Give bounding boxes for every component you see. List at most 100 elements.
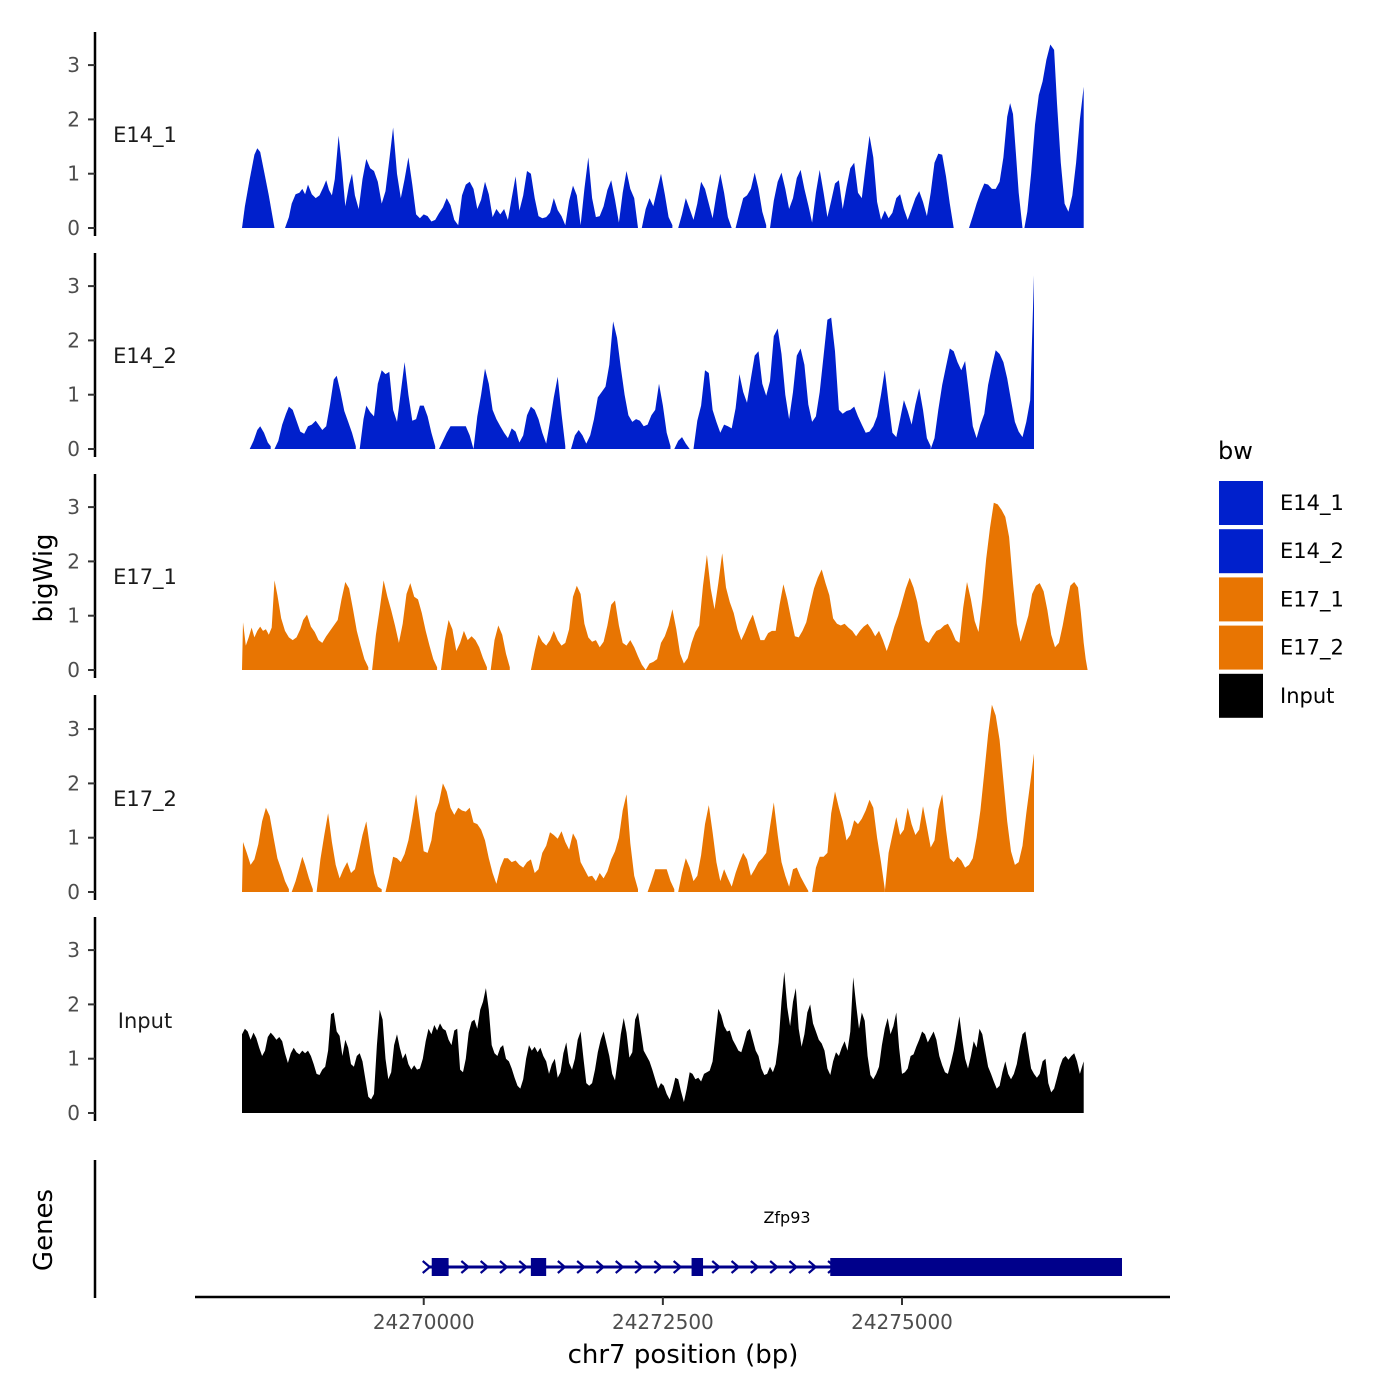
track-E17_2-area-7 bbox=[884, 704, 1034, 892]
strand-arrow-icon bbox=[595, 1260, 606, 1274]
strand-arrow-icon bbox=[808, 1260, 818, 1274]
track-E17_2-area-6 bbox=[812, 791, 885, 892]
x-tick-label: 24275000 bbox=[851, 1310, 953, 1334]
track-label-E17_1: E17_1 bbox=[113, 565, 177, 590]
track-E14_1-area-7 bbox=[1024, 44, 1084, 228]
strand-arrow-icon bbox=[615, 1260, 625, 1274]
track-E14_2-area-0 bbox=[249, 426, 271, 449]
x-axis: 24270000 24272500 24275000 bbox=[195, 1295, 1170, 1334]
legend-key-E14_1 bbox=[1219, 481, 1263, 525]
strand-arrow-icon bbox=[460, 1260, 471, 1274]
track-E17_1-area-2 bbox=[441, 620, 487, 670]
track-E17_1-y-tick-label: 0 bbox=[67, 658, 80, 682]
track-E14_2-area-8 bbox=[930, 275, 1034, 449]
track-E17_1-y-tick-label: 3 bbox=[67, 495, 80, 519]
x-axis-title: chr7 position (bp) bbox=[568, 1340, 799, 1370]
gene-exon-2 bbox=[691, 1258, 704, 1276]
track-E14_1-area-2 bbox=[641, 173, 673, 228]
track-Input-y-tick-label: 3 bbox=[67, 938, 80, 962]
strand-arrow-icon bbox=[576, 1260, 586, 1274]
track-E14_2-area-4 bbox=[473, 368, 566, 449]
strand-arrow-icon bbox=[422, 1260, 432, 1274]
track-E14_2-y-tick-label: 3 bbox=[67, 274, 80, 298]
track-E17_2-area-4 bbox=[647, 869, 675, 892]
track-E17_2: 0 1 2 3 E17_2 bbox=[67, 695, 1034, 904]
legend: bw E14_1 E14_2 E17_1 E17_2 Input bbox=[1218, 437, 1344, 718]
track-E14_2-area-5 bbox=[571, 321, 671, 449]
track-Input-area-0 bbox=[242, 971, 1084, 1113]
strand-arrow-icon bbox=[634, 1260, 644, 1274]
track-label-E14_2: E14_2 bbox=[113, 344, 177, 369]
legend-title: bw bbox=[1218, 437, 1253, 465]
legend-key-E14_2 bbox=[1219, 529, 1263, 574]
track-E17_1: 0 1 2 3 E17_1 bbox=[67, 474, 1088, 682]
legend-label-E17_1: E17_1 bbox=[1280, 587, 1344, 612]
track-E17_2-y-tick-label: 2 bbox=[67, 771, 80, 795]
strand-arrow-icon bbox=[518, 1260, 528, 1274]
strand-arrow-icon bbox=[788, 1260, 799, 1274]
track-E14_2: 0 1 2 3 E14_2 bbox=[67, 253, 1034, 461]
y-axis-title: bigWig bbox=[29, 533, 59, 622]
track-E14_2-area-2 bbox=[359, 362, 436, 449]
track-E14_2-y-tick-label: 0 bbox=[67, 437, 80, 461]
strand-arrow-icon bbox=[479, 1260, 490, 1274]
track-E17_2-area-1 bbox=[291, 856, 313, 892]
track-E17_1-area-5 bbox=[645, 502, 1088, 670]
legend-label-E17_2: E17_2 bbox=[1280, 636, 1344, 661]
track-label-Input: Input bbox=[118, 1009, 172, 1033]
strand-arrow-icon bbox=[711, 1260, 721, 1274]
track-E17_2-y-tick-label: 3 bbox=[67, 717, 80, 741]
track-E17_1-area-4 bbox=[530, 585, 646, 670]
strand-arrow-icon bbox=[672, 1260, 683, 1274]
track-E14_1-area-5 bbox=[770, 135, 954, 228]
track-E17_2-area-0 bbox=[242, 807, 289, 892]
legend-label-E14_2: E14_2 bbox=[1280, 539, 1344, 564]
gene-exon-3 bbox=[830, 1258, 1122, 1276]
track-E14_2-area-1 bbox=[274, 375, 356, 449]
strand-arrow-icon bbox=[653, 1260, 664, 1274]
track-E14_1-y-tick-label: 1 bbox=[67, 162, 80, 186]
track-E17_2-y-tick-label: 1 bbox=[67, 826, 80, 850]
track-E14_2-area-3 bbox=[439, 426, 474, 449]
track-E14_1-area-3 bbox=[678, 173, 732, 228]
x-tick-label: 24272500 bbox=[612, 1310, 714, 1334]
track-E14_1-y-tick-label: 3 bbox=[67, 53, 80, 77]
track-E14_1-area-4 bbox=[735, 172, 767, 228]
track-E14_2-area-6 bbox=[674, 437, 690, 449]
track-E17_2-area-3 bbox=[385, 783, 638, 892]
legend-label-Input: Input bbox=[1280, 684, 1334, 708]
track-label-E17_2: E17_2 bbox=[113, 787, 177, 812]
strand-arrow-icon bbox=[730, 1260, 741, 1274]
gene-exon-1 bbox=[530, 1258, 547, 1276]
signal-tracks: 0 1 2 3 E14_1 0 1 2 3 E14_2 0 1 2 3 E17_1 0 1 2 3 E17_2 0 1 2 3… bbox=[67, 32, 1088, 1125]
track-Input-y-tick-label: 1 bbox=[67, 1047, 80, 1071]
legend-key-E17_1 bbox=[1219, 577, 1263, 622]
track-E17_2-y-tick-label: 0 bbox=[67, 880, 80, 904]
track-E17_1-y-tick-label: 1 bbox=[67, 604, 80, 628]
track-Input: 0 1 2 3 Input bbox=[67, 917, 1084, 1125]
genes-axis-title: Genes bbox=[29, 1189, 59, 1271]
track-E14_1-area-0 bbox=[242, 148, 275, 228]
track-E14_2-area-7 bbox=[693, 317, 931, 449]
track-E17_1-y-tick-label: 2 bbox=[67, 549, 80, 573]
track-E14_1: 0 1 2 3 E14_1 bbox=[67, 32, 1084, 240]
gene-exon-0 bbox=[431, 1258, 449, 1276]
track-E14_1-y-tick-label: 2 bbox=[67, 107, 80, 131]
x-tick-label: 24270000 bbox=[373, 1310, 475, 1334]
track-E17_2-area-2 bbox=[316, 813, 382, 892]
strand-arrow-icon bbox=[750, 1260, 760, 1274]
track-E17_2-area-5 bbox=[678, 802, 809, 892]
track-E17_1-area-3 bbox=[490, 625, 510, 670]
track-E14_1-area-6 bbox=[969, 103, 1023, 228]
strand-arrow-icon bbox=[499, 1260, 509, 1274]
track-Input-y-tick-label: 2 bbox=[67, 992, 80, 1016]
track-Input-y-tick-label: 0 bbox=[67, 1101, 80, 1125]
gene-label: Zfp93 bbox=[763, 1208, 810, 1227]
track-label-E14_1: E14_1 bbox=[113, 123, 177, 148]
track-E14_1-area-1 bbox=[285, 127, 638, 228]
track-E14_1-y-tick-label: 0 bbox=[67, 216, 80, 240]
gene-panel: Zfp93 bbox=[93, 1160, 1122, 1298]
legend-key-E17_2 bbox=[1219, 625, 1263, 670]
track-E17_1-area-0 bbox=[242, 580, 369, 670]
legend-label-E14_1: E14_1 bbox=[1280, 491, 1344, 516]
